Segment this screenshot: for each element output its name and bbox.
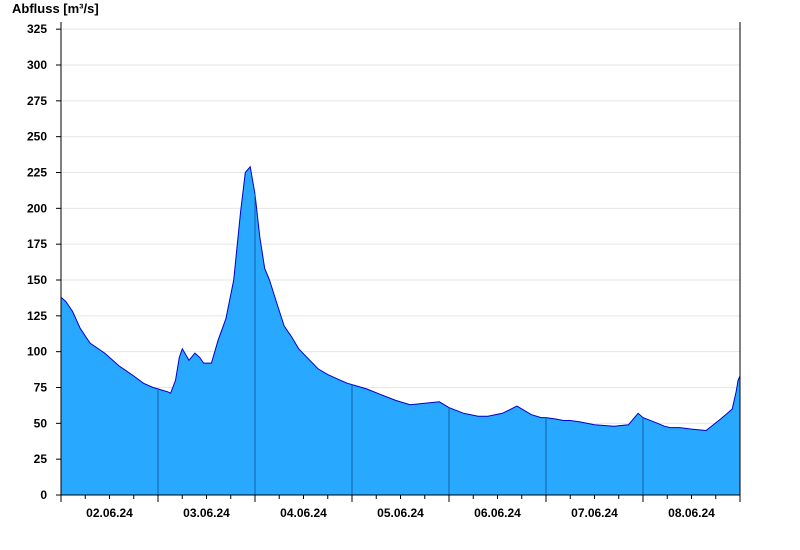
discharge-line — [60, 165, 741, 432]
x-tick-label: 08.06.24 — [668, 506, 715, 520]
y-tick-label: 25 — [34, 452, 48, 466]
x-tick-label: 07.06.24 — [571, 506, 618, 520]
y-tick-label: 250 — [27, 130, 47, 144]
y-tick-label: 125 — [27, 309, 47, 323]
y-tick-label: 150 — [27, 273, 47, 287]
day-separators — [157, 194, 644, 495]
y-tick-label: 175 — [27, 237, 47, 251]
x-tick-label: 06.06.24 — [474, 506, 521, 520]
y-tick-label: 75 — [34, 381, 48, 395]
y-tick-label: 275 — [27, 94, 47, 108]
plot-area — [60, 165, 741, 496]
x-tick-label: 05.06.24 — [377, 506, 424, 520]
y-tick-label: 300 — [27, 58, 47, 72]
y-tick-label: 100 — [27, 345, 47, 359]
x-tick-label: 02.06.24 — [86, 506, 133, 520]
y-tick-label: 325 — [27, 22, 47, 36]
y-tick-label: 0 — [40, 488, 47, 502]
y-tick-label: 50 — [34, 416, 48, 430]
x-tick-label: 04.06.24 — [280, 506, 327, 520]
y-axis-label: Abfluss [m³/s] — [12, 1, 99, 16]
x-ticks: 02.06.24 03.06.24 04.06.24 05.06.24 06.06.24… — [60, 495, 741, 520]
x-tick-label: 03.06.24 — [183, 506, 230, 520]
discharge-area — [61, 166, 740, 496]
y-tick-label: 225 — [27, 166, 47, 180]
y-tick-label: 200 — [27, 201, 47, 215]
y-ticks: 0 25 50 75 100 125 150 175 200 225 250 275 300 325 — [27, 22, 61, 502]
